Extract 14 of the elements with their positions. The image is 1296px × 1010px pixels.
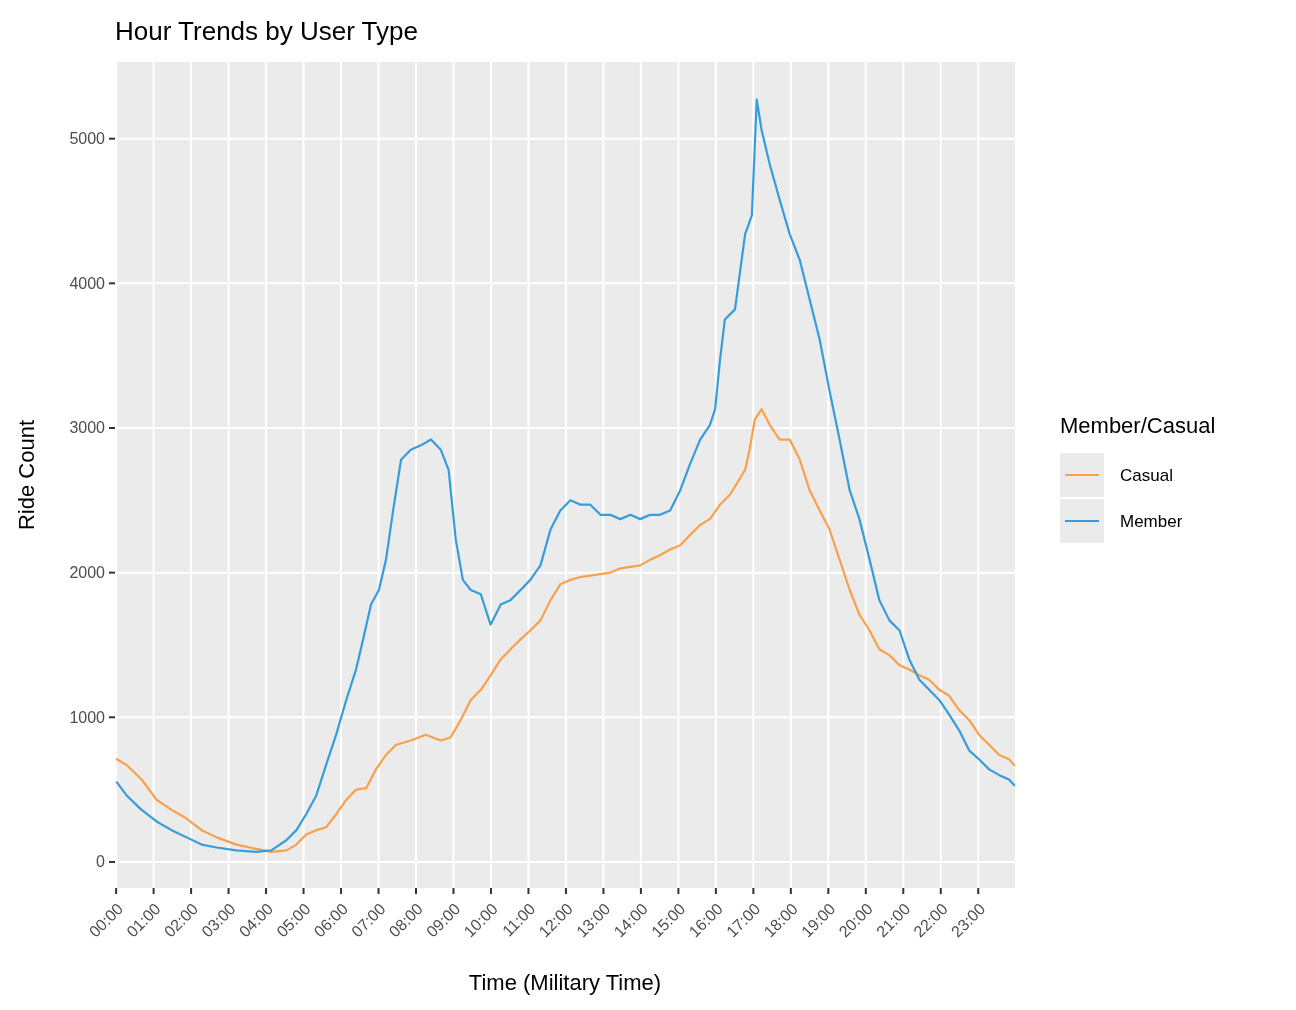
legend-title: Member/Casual	[1060, 413, 1216, 438]
x-axis-title: Time (Military Time)	[468, 970, 662, 995]
y-tick-label: 5000	[69, 130, 106, 148]
y-axis-title: Ride Count	[14, 419, 39, 531]
y-tick-label: 0	[96, 853, 106, 871]
line-series	[115, 408, 1016, 853]
y-tick-label: 4000	[69, 274, 106, 292]
legend-label: Member	[1120, 511, 1183, 531]
y-tick-label: 1000	[69, 708, 106, 726]
legend-label: Casual	[1120, 465, 1173, 485]
line-series	[115, 98, 1016, 853]
y-tick-label: 2000	[69, 564, 106, 582]
y-tick-label: 3000	[69, 419, 106, 437]
chart-title: Hour Trends by User Type	[115, 16, 418, 46]
